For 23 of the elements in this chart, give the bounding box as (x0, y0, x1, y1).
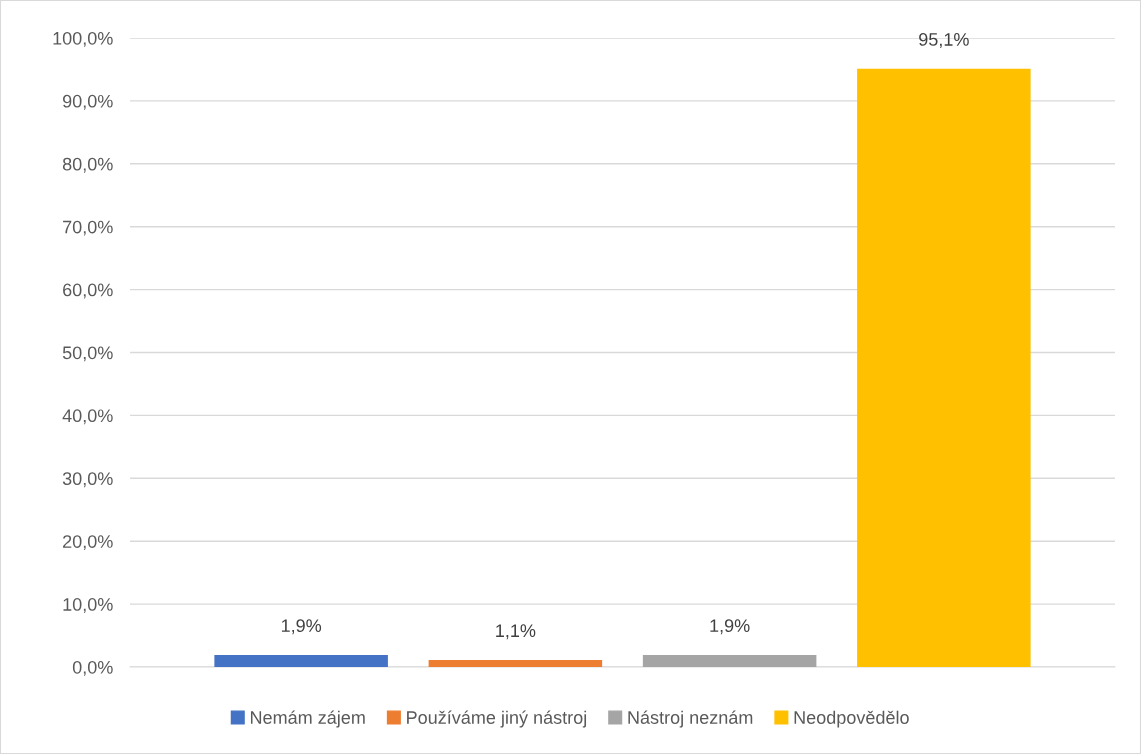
legend-label: Používáme jiný nástroj (407, 710, 587, 728)
data-label: 1,9% (710, 619, 750, 635)
data-label: 1,1% (496, 624, 536, 640)
data-label: 95,1% (919, 33, 969, 48)
y-tick-label: 10,0% (63, 598, 113, 613)
y-tick-label: 100,0% (53, 31, 113, 47)
bar (214, 655, 388, 667)
y-tick-label: 90,0% (62, 94, 113, 110)
y-tick-label: 20,0% (63, 535, 113, 551)
y-tick-label: 60,0% (63, 283, 113, 299)
y-tick-label: 50,0% (62, 346, 113, 362)
bar (428, 660, 603, 667)
y-tick-label: 70,0% (63, 220, 113, 236)
legend-label: Nemám zájem (250, 710, 365, 728)
y-tick-label: 80,0% (62, 157, 113, 173)
bar (857, 68, 1031, 667)
legend-label: Nástroj neznám (628, 710, 753, 728)
data-label: 1,9% (281, 619, 322, 635)
y-tick-label: 0,0% (72, 660, 113, 676)
y-tick-label: 30,0% (62, 472, 113, 488)
bar (642, 655, 817, 667)
y-tick-label: 40,0% (62, 409, 113, 425)
legend-label: Neodpovědělo (794, 710, 909, 728)
